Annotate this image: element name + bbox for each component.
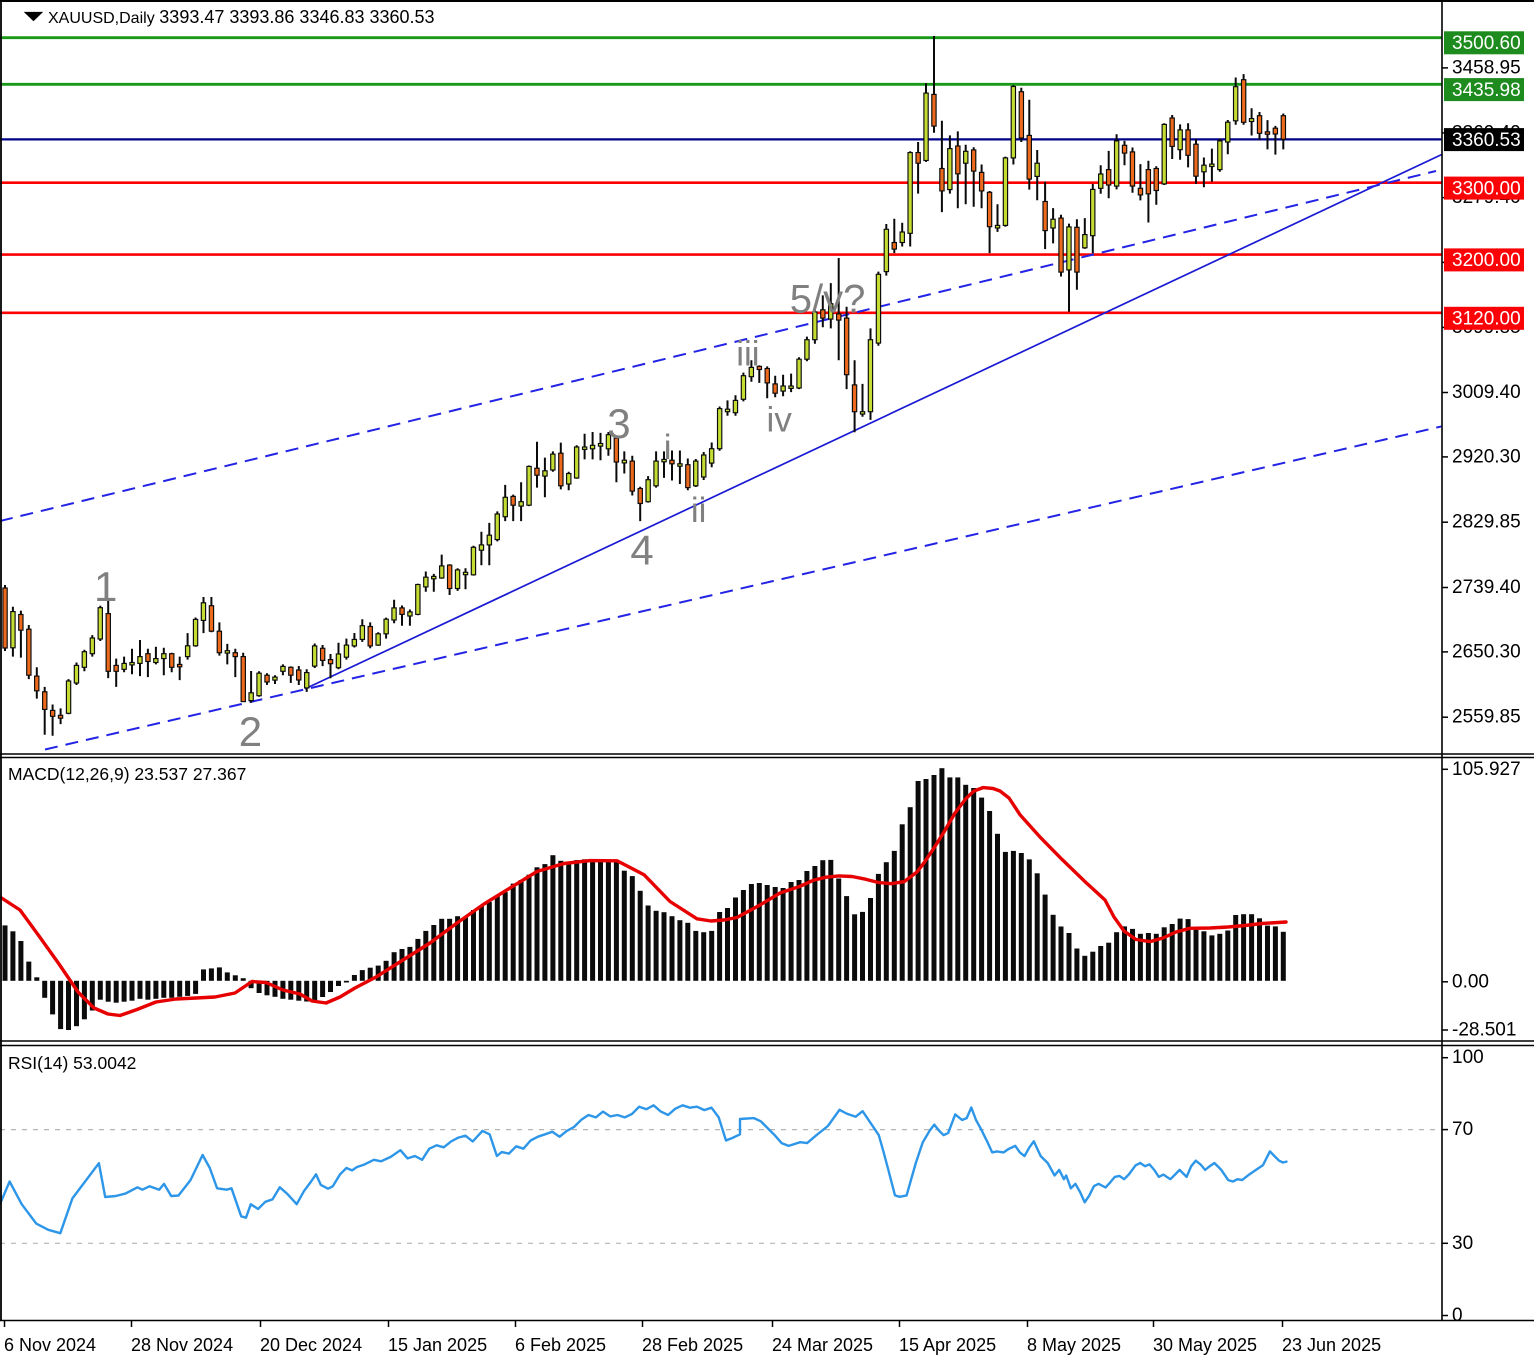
svg-text:4: 4 bbox=[630, 527, 653, 574]
svg-text:15 Apr 2025: 15 Apr 2025 bbox=[899, 1335, 996, 1355]
svg-text:MACD(12,26,9) 23.537 27.367: MACD(12,26,9) 23.537 27.367 bbox=[8, 764, 246, 784]
svg-text:3120.00: 3120.00 bbox=[1452, 309, 1521, 330]
svg-text:5/v?: 5/v? bbox=[790, 278, 866, 322]
svg-text:3009.40: 3009.40 bbox=[1452, 382, 1521, 403]
svg-text:-28.501: -28.501 bbox=[1452, 1020, 1516, 1041]
svg-text:2829.85: 2829.85 bbox=[1452, 512, 1521, 533]
svg-text:2: 2 bbox=[239, 708, 262, 755]
svg-text:3458.95: 3458.95 bbox=[1452, 57, 1521, 78]
svg-text:6 Nov 2024: 6 Nov 2024 bbox=[4, 1335, 96, 1355]
svg-text:20 Dec 2024: 20 Dec 2024 bbox=[260, 1335, 362, 1355]
svg-text:28 Feb 2025: 28 Feb 2025 bbox=[642, 1335, 743, 1355]
svg-text:3435.98: 3435.98 bbox=[1452, 80, 1521, 101]
svg-text:6 Feb 2025: 6 Feb 2025 bbox=[515, 1335, 606, 1355]
svg-text:3393.47 3393.86 3346.83 3360.5: 3393.47 3393.86 3346.83 3360.53 bbox=[159, 7, 434, 27]
svg-text:100: 100 bbox=[1452, 1047, 1484, 1068]
svg-text:1: 1 bbox=[94, 563, 117, 610]
svg-text:8 May 2025: 8 May 2025 bbox=[1027, 1335, 1121, 1355]
svg-text:30: 30 bbox=[1452, 1233, 1473, 1254]
svg-text:70: 70 bbox=[1452, 1119, 1473, 1140]
svg-text:i: i bbox=[664, 428, 672, 467]
svg-text:3300.00: 3300.00 bbox=[1452, 178, 1521, 199]
svg-text:2739.40: 2739.40 bbox=[1452, 577, 1521, 598]
svg-text:15 Jan 2025: 15 Jan 2025 bbox=[388, 1335, 487, 1355]
svg-text:3200.00: 3200.00 bbox=[1452, 250, 1521, 271]
svg-text:23 Jun 2025: 23 Jun 2025 bbox=[1282, 1335, 1381, 1355]
svg-text:RSI(14) 53.0042: RSI(14) 53.0042 bbox=[8, 1053, 136, 1073]
svg-text:2650.30: 2650.30 bbox=[1452, 641, 1521, 662]
svg-text:ii: ii bbox=[691, 491, 707, 530]
svg-text:2559.85: 2559.85 bbox=[1452, 707, 1521, 728]
svg-text:3: 3 bbox=[607, 400, 630, 447]
svg-text:24 Mar 2025: 24 Mar 2025 bbox=[772, 1335, 873, 1355]
svg-text:0.00: 0.00 bbox=[1452, 971, 1489, 992]
svg-text:iv: iv bbox=[767, 401, 793, 440]
svg-text:2920.30: 2920.30 bbox=[1452, 446, 1521, 467]
svg-text:30 May 2025: 30 May 2025 bbox=[1153, 1335, 1257, 1355]
svg-text:28 Nov 2024: 28 Nov 2024 bbox=[131, 1335, 233, 1355]
svg-text:3500.60: 3500.60 bbox=[1452, 33, 1521, 54]
svg-text:3360.53: 3360.53 bbox=[1452, 130, 1521, 151]
svg-text:0: 0 bbox=[1452, 1305, 1463, 1326]
svg-text:105.927: 105.927 bbox=[1452, 759, 1521, 780]
svg-text:XAUUSD,Daily: XAUUSD,Daily bbox=[48, 10, 155, 27]
svg-text:iii: iii bbox=[736, 335, 759, 374]
